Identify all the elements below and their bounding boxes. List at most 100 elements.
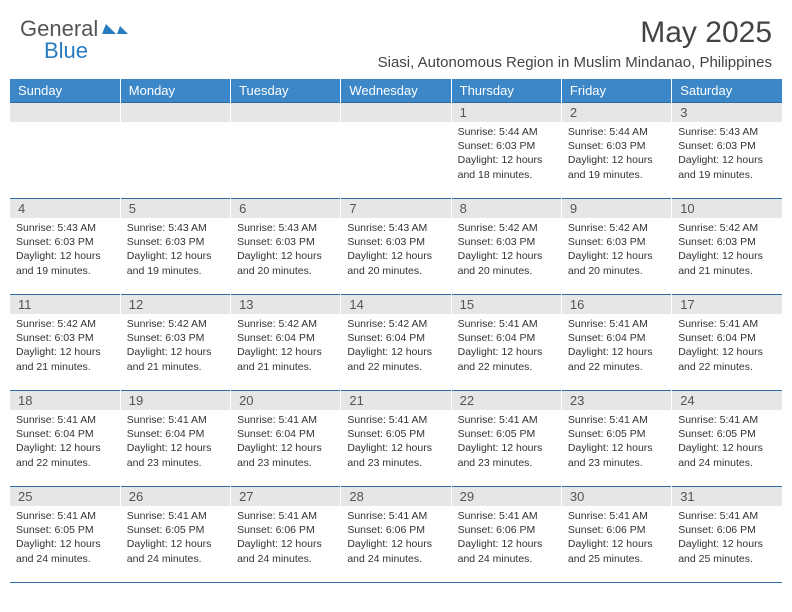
- logo: General Blue: [20, 16, 130, 42]
- calendar-week-row: 1Sunrise: 5:44 AMSunset: 6:03 PMDaylight…: [10, 102, 782, 198]
- sunrise-text: Sunrise: 5:41 AM: [127, 509, 224, 523]
- sunrise-text: Sunrise: 5:41 AM: [568, 317, 665, 331]
- sunset-text: Sunset: 6:03 PM: [347, 235, 444, 249]
- sunrise-text: Sunrise: 5:41 AM: [458, 413, 555, 427]
- calendar-day-cell: [10, 102, 120, 198]
- sunset-text: Sunset: 6:03 PM: [458, 139, 555, 153]
- calendar-day-cell: 30Sunrise: 5:41 AMSunset: 6:06 PMDayligh…: [561, 486, 671, 582]
- day-number: 13: [231, 294, 340, 314]
- calendar-day-cell: 17Sunrise: 5:41 AMSunset: 6:04 PMDayligh…: [672, 294, 782, 390]
- sunset-text: Sunset: 6:04 PM: [568, 331, 665, 345]
- day-number: 12: [121, 294, 230, 314]
- day-body: Sunrise: 5:42 AMSunset: 6:04 PMDaylight:…: [231, 314, 340, 378]
- day-body: Sunrise: 5:41 AMSunset: 6:04 PMDaylight:…: [121, 410, 230, 474]
- calendar-day-cell: 15Sunrise: 5:41 AMSunset: 6:04 PMDayligh…: [451, 294, 561, 390]
- day-body: Sunrise: 5:42 AMSunset: 6:03 PMDaylight:…: [10, 314, 120, 378]
- weekday-header: Saturday: [672, 79, 782, 102]
- sunset-text: Sunset: 6:04 PM: [678, 331, 776, 345]
- sunset-text: Sunset: 6:03 PM: [568, 139, 665, 153]
- calendar-day-cell: [231, 102, 341, 198]
- sunrise-text: Sunrise: 5:42 AM: [127, 317, 224, 331]
- daylight-text: Daylight: 12 hours and 25 minutes.: [678, 537, 776, 565]
- day-number: 18: [10, 390, 120, 410]
- sunrise-text: Sunrise: 5:43 AM: [347, 221, 444, 235]
- weekday-header: Monday: [120, 79, 230, 102]
- calendar-day-cell: 24Sunrise: 5:41 AMSunset: 6:05 PMDayligh…: [672, 390, 782, 486]
- daylight-text: Daylight: 12 hours and 21 minutes.: [237, 345, 334, 373]
- day-body: Sunrise: 5:41 AMSunset: 6:05 PMDaylight:…: [341, 410, 450, 474]
- sunrise-text: Sunrise: 5:41 AM: [568, 413, 665, 427]
- calendar-day-cell: 16 Sunrise: 5:41 AMSunset: 6:04 PMDayligh…: [561, 294, 671, 390]
- daylight-text: Daylight: 12 hours and 21 minutes.: [16, 345, 114, 373]
- daylight-text: Daylight: 12 hours and 24 minutes.: [347, 537, 444, 565]
- calendar-day-cell: 26Sunrise: 5:41 AMSunset: 6:05 PMDayligh…: [120, 486, 230, 582]
- sunrise-text: Sunrise: 5:43 AM: [678, 125, 776, 139]
- calendar-day-cell: 19Sunrise: 5:41 AMSunset: 6:04 PMDayligh…: [120, 390, 230, 486]
- calendar-week-row: 4Sunrise: 5:43 AMSunset: 6:03 PMDaylight…: [10, 198, 782, 294]
- day-body: Sunrise: 5:42 AMSunset: 6:03 PMDaylight:…: [452, 218, 561, 282]
- day-body: Sunrise: 5:43 AMSunset: 6:03 PMDaylight:…: [231, 218, 340, 282]
- daylight-text: Daylight: 12 hours and 18 minutes.: [458, 153, 555, 181]
- day-body: Sunrise: 5:41 AMSunset: 6:05 PMDaylight:…: [672, 410, 782, 474]
- sunrise-text: Sunrise: 5:42 AM: [458, 221, 555, 235]
- sunset-text: Sunset: 6:04 PM: [127, 427, 224, 441]
- calendar-week-row: 11Sunrise: 5:42 AMSunset: 6:03 PMDayligh…: [10, 294, 782, 390]
- day-body: Sunrise: 5:41 AMSunset: 6:04 PMDaylight:…: [672, 314, 782, 378]
- sunset-text: Sunset: 6:06 PM: [458, 523, 555, 537]
- calendar-week-row: 25Sunrise: 5:41 AMSunset: 6:05 PMDayligh…: [10, 486, 782, 582]
- sunset-text: Sunset: 6:03 PM: [127, 331, 224, 345]
- weekday-header-row: SundayMondayTuesdayWednesdayThursdayFrid…: [10, 79, 782, 102]
- calendar-table: SundayMondayTuesdayWednesdayThursdayFrid…: [10, 79, 782, 583]
- daylight-text: Daylight: 12 hours and 24 minutes.: [16, 537, 114, 565]
- daylight-text: Daylight: 12 hours and 23 minutes.: [347, 441, 444, 469]
- day-body: Sunrise: 5:41 AMSunset: 6:06 PMDaylight:…: [562, 506, 671, 570]
- day-number: 27: [231, 486, 340, 506]
- daylight-text: Daylight: 12 hours and 22 minutes.: [458, 345, 555, 373]
- day-body: Sunrise: 5:42 AMSunset: 6:03 PMDaylight:…: [672, 218, 782, 282]
- day-body: Sunrise: 5:41 AMSunset: 6:04 PMDaylight:…: [452, 314, 561, 378]
- calendar-day-cell: 8Sunrise: 5:42 AMSunset: 6:03 PMDaylight…: [451, 198, 561, 294]
- daylight-text: Daylight: 12 hours and 20 minutes.: [237, 249, 334, 277]
- daylight-text: Daylight: 12 hours and 25 minutes.: [568, 537, 665, 565]
- sunrise-text: Sunrise: 5:41 AM: [16, 413, 114, 427]
- day-number: 2: [562, 102, 671, 122]
- day-number: 22: [452, 390, 561, 410]
- sunset-text: Sunset: 6:05 PM: [16, 523, 114, 537]
- sunset-text: Sunset: 6:05 PM: [458, 427, 555, 441]
- sunrise-text: Sunrise: 5:41 AM: [347, 413, 444, 427]
- daylight-text: Daylight: 12 hours and 20 minutes.: [568, 249, 665, 277]
- sunset-text: Sunset: 6:05 PM: [568, 427, 665, 441]
- daylight-text: Daylight: 12 hours and 22 minutes.: [16, 441, 114, 469]
- day-number: 15: [452, 294, 561, 314]
- sunrise-text: Sunrise: 5:44 AM: [458, 125, 555, 139]
- day-body: Sunrise: 5:43 AMSunset: 6:03 PMDaylight:…: [341, 218, 450, 282]
- sunrise-text: Sunrise: 5:41 AM: [458, 317, 555, 331]
- day-number: 16: [562, 294, 671, 314]
- day-number: 26: [121, 486, 230, 506]
- daylight-text: Daylight: 12 hours and 23 minutes.: [237, 441, 334, 469]
- day-body: Sunrise: 5:43 AMSunset: 6:03 PMDaylight:…: [121, 218, 230, 282]
- day-number: 6: [231, 198, 340, 218]
- sunset-text: Sunset: 6:06 PM: [347, 523, 444, 537]
- day-number-empty: [10, 102, 120, 122]
- day-number: 5: [121, 198, 230, 218]
- sunrise-text: Sunrise: 5:42 AM: [347, 317, 444, 331]
- calendar-week-row: 18Sunrise: 5:41 AMSunset: 6:04 PMDayligh…: [10, 390, 782, 486]
- sunset-text: Sunset: 6:04 PM: [16, 427, 114, 441]
- location-subtitle: Siasi, Autonomous Region in Muslim Minda…: [0, 54, 792, 79]
- sunrise-text: Sunrise: 5:42 AM: [678, 221, 776, 235]
- day-number: 25: [10, 486, 120, 506]
- sunset-text: Sunset: 6:05 PM: [347, 427, 444, 441]
- daylight-text: Daylight: 12 hours and 19 minutes.: [678, 153, 776, 181]
- day-body: Sunrise: 5:41 AMSunset: 6:06 PMDaylight:…: [231, 506, 340, 570]
- calendar-day-cell: 7Sunrise: 5:43 AMSunset: 6:03 PMDaylight…: [341, 198, 451, 294]
- calendar-day-cell: 13Sunrise: 5:42 AMSunset: 6:04 PMDayligh…: [231, 294, 341, 390]
- sunset-text: Sunset: 6:03 PM: [678, 139, 776, 153]
- calendar-day-cell: 6Sunrise: 5:43 AMSunset: 6:03 PMDaylight…: [231, 198, 341, 294]
- calendar-day-cell: 5Sunrise: 5:43 AMSunset: 6:03 PMDaylight…: [120, 198, 230, 294]
- calendar-day-cell: 27Sunrise: 5:41 AMSunset: 6:06 PMDayligh…: [231, 486, 341, 582]
- sunset-text: Sunset: 6:03 PM: [16, 331, 114, 345]
- daylight-text: Daylight: 12 hours and 22 minutes.: [568, 345, 665, 373]
- day-number: 17: [672, 294, 782, 314]
- calendar-day-cell: 10Sunrise: 5:42 AMSunset: 6:03 PMDayligh…: [672, 198, 782, 294]
